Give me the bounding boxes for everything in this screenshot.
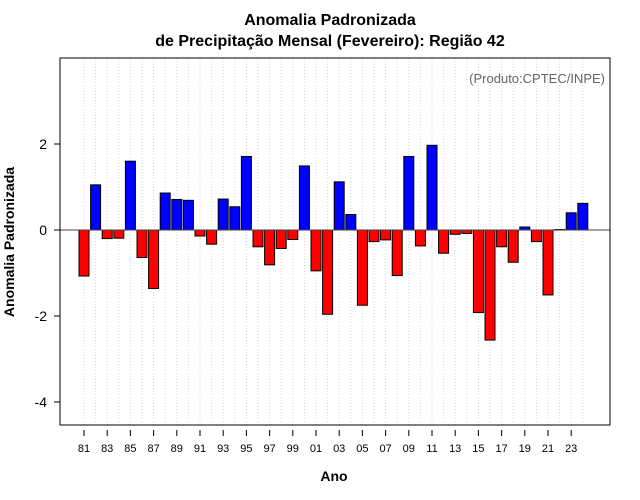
x-tick-label: 07 xyxy=(379,443,391,455)
x-tick-label: 87 xyxy=(147,443,159,455)
bar-2004 xyxy=(345,214,357,231)
bar-1999 xyxy=(287,229,299,240)
x-tick-label: 99 xyxy=(287,443,299,455)
y-tick-label: -4 xyxy=(35,394,48,410)
bar-2008 xyxy=(391,229,403,277)
bar-1998 xyxy=(275,229,287,249)
bar-2024 xyxy=(577,202,589,231)
bar-1987 xyxy=(148,229,160,289)
bar-2006 xyxy=(368,229,380,243)
bar-1989 xyxy=(171,198,183,231)
x-tick-label: 97 xyxy=(263,443,275,455)
bar-2023 xyxy=(565,212,577,231)
y-tick-label: 2 xyxy=(39,136,47,152)
bar-2000 xyxy=(298,165,310,231)
bar-1985 xyxy=(124,160,136,231)
x-tick-label: 95 xyxy=(240,443,252,455)
chart-title: Anomalia Padronizada xyxy=(244,12,416,29)
chart-subtitle: de Precipitação Mensal (Fevereiro): Regi… xyxy=(155,33,505,50)
bar-2012 xyxy=(438,229,450,254)
x-tick-label: 03 xyxy=(333,443,345,455)
bar-1995 xyxy=(240,155,252,231)
bar-1991 xyxy=(194,229,206,237)
bar-2017 xyxy=(496,229,508,248)
bar-2003 xyxy=(333,181,345,231)
x-tick-label: 01 xyxy=(310,443,322,455)
bar-2010 xyxy=(414,229,426,247)
x-tick-label: 13 xyxy=(449,443,461,455)
plot-frame xyxy=(59,57,611,426)
x-tick-label: 21 xyxy=(542,443,554,455)
bars xyxy=(78,144,589,341)
bar-2020 xyxy=(530,229,542,243)
bar-2002 xyxy=(322,229,334,315)
source-annotation: (Produto:CPTEC/INPE) xyxy=(469,71,605,86)
x-tick-label: 05 xyxy=(356,443,368,455)
bar-1993 xyxy=(217,198,229,231)
bar-2007 xyxy=(380,229,392,241)
bar-1988 xyxy=(159,192,171,231)
y-axis-label: Anomalia Padronizada xyxy=(1,167,17,317)
x-tick-label: 15 xyxy=(472,443,484,455)
bar-1990 xyxy=(182,199,194,231)
x-tick-label: 19 xyxy=(519,443,531,455)
bar-2001 xyxy=(310,229,322,272)
x-tick-label: 89 xyxy=(171,443,183,455)
y-tick-label: -2 xyxy=(35,308,48,324)
bar-2021 xyxy=(542,229,554,296)
bar-1982 xyxy=(90,184,102,231)
bar-1997 xyxy=(264,229,276,266)
bar-2005 xyxy=(356,229,368,306)
bar-1992 xyxy=(206,229,218,245)
bar-1986 xyxy=(136,229,148,259)
bar-2013 xyxy=(449,229,461,235)
bar-2018 xyxy=(507,229,519,263)
bar-1994 xyxy=(229,206,241,231)
x-tick-label: 11 xyxy=(426,443,437,455)
x-axis-ticks: 81 83 85 87 89 91 93 95 97 99 01 03 05 07 09 11 13 15 17 19… xyxy=(78,430,577,455)
bar-1984 xyxy=(113,229,125,239)
bar-1996 xyxy=(252,229,264,248)
bar-2009 xyxy=(403,155,415,231)
bar-2015 xyxy=(472,229,484,314)
bar-1983 xyxy=(101,229,113,240)
y-tick-label: 0 xyxy=(39,222,47,238)
x-tick-label: 91 xyxy=(194,443,206,455)
x-tick-label: 09 xyxy=(403,443,415,455)
x-tick-label: 93 xyxy=(217,443,229,455)
x-axis-label: Ano xyxy=(320,468,347,484)
bar-2014 xyxy=(461,229,473,234)
x-tick-label: 17 xyxy=(495,443,507,455)
x-tick-label: 23 xyxy=(565,443,577,455)
bar-2011 xyxy=(426,144,438,231)
x-tick-label: 83 xyxy=(101,443,113,455)
x-tick-label: 85 xyxy=(124,443,136,455)
bar-2016 xyxy=(484,229,496,341)
bar-1981 xyxy=(78,229,90,277)
x-tick-label: 81 xyxy=(78,443,90,455)
y-axis-ticks: -4 -2 0 2 xyxy=(35,136,60,410)
